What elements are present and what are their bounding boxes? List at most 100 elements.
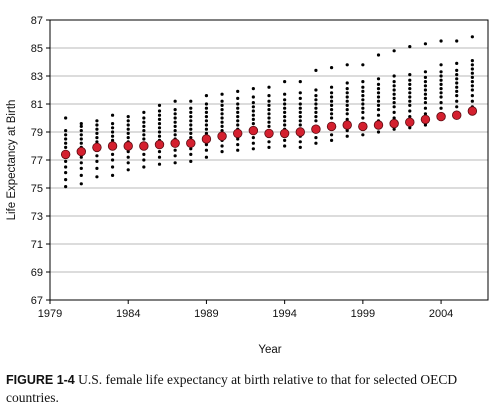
country-point (298, 80, 302, 84)
country-point (423, 123, 428, 127)
country-point (173, 161, 177, 165)
country-point (64, 165, 68, 169)
country-point (251, 109, 255, 113)
country-point (314, 68, 318, 72)
us-point (170, 138, 180, 148)
country-point (79, 155, 83, 159)
country-point (345, 103, 349, 107)
country-point (126, 168, 130, 172)
country-point (298, 140, 302, 144)
country-point (408, 78, 412, 82)
country-point (455, 61, 459, 65)
country-point (408, 99, 412, 103)
country-point (64, 145, 68, 149)
x-tick-label: 1999 (351, 308, 375, 320)
country-point (423, 80, 428, 84)
country-point (204, 127, 209, 131)
country-point (408, 103, 412, 107)
country-point (110, 134, 115, 138)
us-point (295, 127, 305, 137)
country-point (267, 116, 271, 120)
y-tick-label: 83 (31, 71, 43, 83)
country-point (126, 155, 130, 159)
country-point (267, 85, 271, 89)
country-point (236, 115, 240, 119)
country-point (236, 123, 240, 127)
country-point (157, 113, 162, 117)
country-point (142, 120, 146, 124)
country-point (455, 94, 459, 98)
country-point (314, 141, 318, 145)
country-point (298, 106, 302, 110)
country-point (470, 35, 474, 39)
country-point (283, 80, 287, 84)
country-point (79, 182, 83, 186)
country-point (345, 134, 349, 138)
country-point (64, 137, 68, 141)
us-series (60, 106, 478, 160)
country-point (314, 106, 318, 110)
country-point (455, 81, 459, 85)
x-axis-title: Year (258, 344, 281, 356)
country-point (361, 89, 365, 93)
country-point (157, 162, 162, 166)
country-point (220, 150, 224, 154)
country-point (173, 124, 177, 128)
figure-caption: FIGURE 1-4 U.S. female life expectancy a… (6, 371, 492, 406)
country-point (126, 150, 130, 154)
country-point (345, 63, 349, 67)
country-point (329, 112, 334, 116)
country-point (423, 70, 428, 74)
us-point (264, 128, 274, 139)
us-point (467, 106, 478, 116)
country-series (64, 35, 474, 189)
country-point (361, 102, 365, 106)
country-point (423, 42, 428, 46)
country-point (439, 78, 443, 82)
country-point (392, 105, 396, 109)
country-point (189, 119, 193, 123)
country-point (251, 113, 255, 117)
country-point (361, 63, 365, 67)
us-point (201, 134, 212, 144)
us-point (107, 141, 118, 151)
country-point (345, 112, 349, 116)
country-point (361, 133, 365, 137)
country-point (314, 94, 318, 98)
country-point (423, 84, 428, 88)
country-point (95, 123, 99, 127)
country-point (392, 84, 396, 88)
country-point (157, 130, 162, 134)
country-point (204, 106, 209, 110)
country-point (376, 91, 381, 95)
country-point (204, 148, 209, 152)
country-point (470, 75, 474, 79)
country-point (142, 124, 146, 128)
country-point (298, 115, 302, 119)
country-point (64, 133, 68, 137)
us-point (123, 141, 133, 151)
us-point (60, 149, 71, 160)
country-point (267, 140, 271, 144)
country-point (423, 92, 428, 96)
country-point (173, 148, 177, 152)
country-point (361, 98, 365, 102)
country-point (236, 148, 240, 152)
country-point (95, 159, 99, 163)
x-tick-label: 1994 (272, 308, 296, 320)
country-point (470, 94, 474, 98)
y-axis-ticks: 67 69 71 73 75 77 79 81 83 85 87 (31, 15, 50, 307)
country-point (189, 152, 193, 156)
country-point (392, 49, 396, 53)
country-point (110, 126, 115, 130)
x-tick-label: 1989 (194, 308, 218, 320)
country-point (423, 96, 428, 100)
country-point (79, 166, 83, 170)
country-point (267, 145, 271, 149)
us-point (358, 121, 368, 132)
country-point (455, 39, 459, 43)
country-point (345, 91, 349, 95)
gridlines (50, 19, 488, 301)
